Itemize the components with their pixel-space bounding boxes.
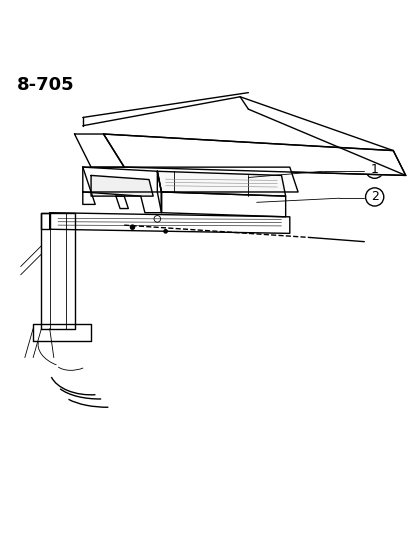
Polygon shape [50,213,289,233]
Polygon shape [41,213,74,329]
Polygon shape [157,171,161,213]
Polygon shape [116,196,128,208]
Polygon shape [103,134,405,175]
Polygon shape [83,167,161,213]
Text: 8-705: 8-705 [17,76,74,94]
Text: 1: 1 [370,163,378,176]
Polygon shape [91,175,153,196]
FancyBboxPatch shape [202,147,219,157]
Polygon shape [83,192,95,204]
Polygon shape [161,192,285,217]
FancyBboxPatch shape [138,140,171,157]
Polygon shape [33,325,91,341]
Text: 2: 2 [370,190,378,204]
Circle shape [130,225,134,229]
Polygon shape [41,213,50,229]
FancyBboxPatch shape [178,200,211,211]
Circle shape [164,230,167,233]
Polygon shape [157,171,285,196]
FancyBboxPatch shape [219,200,248,211]
Polygon shape [74,134,124,167]
Polygon shape [83,167,297,192]
FancyBboxPatch shape [176,147,200,161]
